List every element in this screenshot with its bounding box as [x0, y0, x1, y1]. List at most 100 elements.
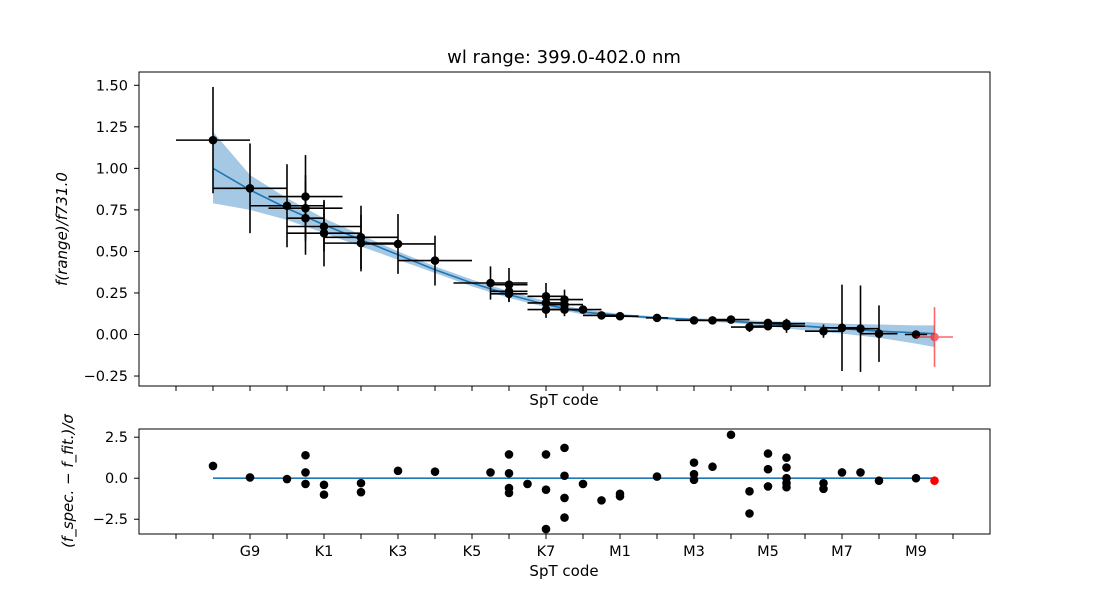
y-tick-label: 0.75: [96, 203, 128, 219]
point-marker: [504, 289, 514, 299]
point-marker: [856, 324, 865, 333]
data-point: [860, 305, 898, 362]
point-marker: [782, 321, 791, 331]
point-marker: [356, 238, 366, 248]
data-point: [213, 143, 287, 234]
x-tick-label: M9: [905, 544, 927, 560]
bottom-y-axis-ticks: −2.5 0.0 2.5: [93, 430, 139, 528]
bottom-y-axis-label: (f_spec. − f_fit.)/σ: [59, 414, 78, 548]
point-marker: [319, 228, 329, 238]
point-marker: [245, 183, 255, 193]
data-points: [176, 86, 953, 372]
y-tick-label: 0.25: [96, 286, 128, 302]
data-point: [731, 322, 768, 333]
residual-point: [319, 490, 329, 499]
residual-point: [393, 466, 403, 476]
residual-point: [856, 468, 865, 477]
data-point: [287, 181, 324, 255]
point-marker: [837, 323, 847, 333]
bottom-x-axis-ticks: G9 K1 K3 K5 K7 M1 M3 M5 M7 M9: [175, 534, 954, 560]
point-marker: [597, 311, 606, 320]
residual-point: [430, 467, 440, 476]
residual-point: [301, 479, 310, 489]
residual-point: [245, 473, 255, 482]
point-marker: [393, 239, 403, 249]
data-point: [805, 324, 842, 338]
residual-point: [578, 479, 588, 489]
point-marker: [874, 329, 884, 338]
y-tick-label: 1.00: [96, 161, 128, 177]
top-panel: wl range: 399.0-402.0 nm −0.25 0.00 0.25 0.…: [53, 47, 991, 409]
residual-point: [560, 513, 569, 522]
x-tick-label: M5: [757, 544, 779, 560]
residual-point: [523, 479, 532, 489]
residual-point: [763, 449, 773, 458]
residual-point: [745, 487, 754, 496]
residual-point: [486, 468, 495, 477]
residual-point: [560, 471, 569, 481]
top-x-axis-label: SpT code: [529, 391, 598, 409]
x-tick-label: K1: [315, 544, 334, 560]
point-marker: [930, 332, 939, 342]
point-marker: [708, 316, 717, 325]
data-point: [916, 307, 953, 367]
data-point: [842, 285, 879, 372]
residual-point: [560, 493, 569, 503]
point-marker: [578, 305, 588, 314]
residual-point: [504, 488, 514, 498]
data-point: [712, 315, 750, 324]
residual-point: [819, 484, 828, 494]
residual-point: [726, 430, 736, 440]
x-tick-label: K3: [389, 544, 408, 560]
point-marker: [301, 213, 310, 223]
data-point: [287, 199, 361, 267]
data-point: [490, 285, 528, 303]
x-tick-label: G9: [240, 544, 260, 560]
residual-point: [356, 487, 366, 497]
data-point: [324, 214, 398, 272]
residual-point: [782, 482, 791, 492]
residual-point: [745, 509, 754, 518]
x-tick-label: M3: [683, 544, 705, 560]
residual-point: [782, 463, 791, 472]
point-marker: [819, 326, 828, 336]
bottom-panel: −2.5 0.0 2.5 G9 K1 K3 K5 K7 M1 M3 M5 M7 M9 SpT code…: [59, 414, 991, 580]
residual-point: [301, 468, 310, 477]
point-marker: [486, 278, 495, 288]
bottom-x-axis-label: SpT code: [529, 562, 598, 580]
residual-points: [208, 430, 939, 534]
residual-point: [597, 496, 606, 505]
y-tick-label: 1.50: [96, 78, 128, 94]
residual-point: [911, 473, 921, 483]
residual-point: [541, 450, 551, 459]
residual-outlier-point: [930, 476, 939, 485]
y-tick-label: 0.0: [105, 471, 128, 487]
residual-point: [615, 491, 625, 501]
x-tick-label: K7: [537, 544, 556, 560]
data-point: [645, 313, 669, 323]
residual-point: [874, 476, 884, 485]
top-chart-title: wl range: 399.0-402.0 nm: [447, 47, 681, 68]
point-marker: [430, 256, 440, 265]
bottom-axes-frame: [138, 428, 991, 535]
residual-point: [504, 450, 514, 459]
y-tick-label: 0.00: [96, 327, 128, 343]
residual-point: [356, 478, 366, 488]
residual-point: [689, 458, 699, 467]
data-point: [564, 305, 602, 314]
data-point: [694, 316, 731, 325]
residual-point: [541, 524, 551, 534]
top-y-axis-ticks: −0.25 0.00 0.25 0.50 0.75 1.00 1.25 1.50: [84, 78, 139, 385]
point-marker: [745, 322, 754, 332]
x-tick-label: K5: [463, 544, 482, 560]
residual-point: [301, 450, 310, 460]
residual-point: [763, 464, 773, 474]
data-point: [601, 311, 639, 321]
x-tick-label: M7: [831, 544, 853, 560]
data-point: [823, 284, 861, 372]
point-marker: [615, 311, 625, 321]
data-point: [583, 311, 620, 320]
residual-point: [782, 453, 791, 463]
point-marker: [652, 313, 662, 323]
